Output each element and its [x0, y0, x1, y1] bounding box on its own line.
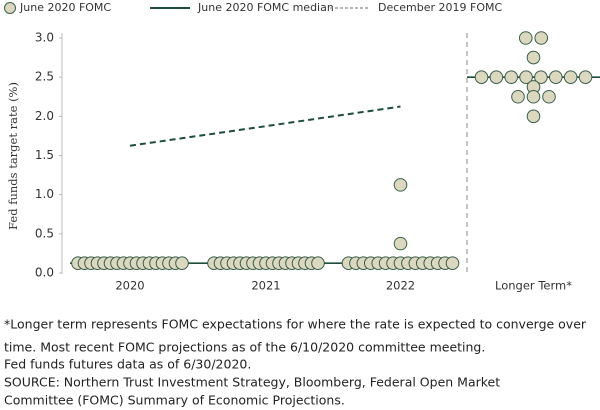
dot: [489, 70, 504, 84]
legend-label: December 2019 FOMC: [378, 1, 503, 14]
dot: [504, 70, 519, 84]
x-tick-label: Longer Term*: [495, 279, 572, 293]
x-tick-label: 2020: [115, 279, 144, 293]
dot: [534, 70, 548, 84]
y-tick-label: 2.5: [35, 70, 54, 84]
dot: [393, 178, 408, 192]
dot: [393, 236, 408, 251]
legend-marker: [4, 2, 16, 14]
dot: [548, 70, 563, 84]
y-tick-label: 2.0: [35, 109, 54, 123]
footnote: Committee (FOMC) Summary of Economic Pro…: [4, 393, 345, 408]
dot: [534, 31, 549, 45]
dot: [526, 89, 541, 104]
footnote: Fed funds futures data as of 6/30/2020.: [4, 357, 251, 372]
dec-2019-line: [129, 105, 401, 147]
dot: [542, 89, 556, 104]
y-axis-label: Fed funds target rate (%): [6, 82, 20, 230]
y-tick-label: 1.5: [35, 148, 54, 162]
dot: [445, 256, 460, 271]
x-tick-label: 2022: [386, 279, 415, 293]
dot: [311, 256, 325, 271]
footnote: *Longer term represents FOMC expectation…: [4, 317, 587, 332]
y-tick-label: 0.0: [35, 266, 54, 280]
y-tick-label: 1.0: [35, 187, 54, 201]
dot: [526, 50, 541, 65]
y-tick-label: 3.0: [35, 31, 54, 45]
legend-label: June 2020 FOMC: [19, 1, 111, 14]
dot: [518, 31, 533, 45]
footnote: SOURCE: Northern Trust Investment Strate…: [4, 375, 500, 390]
dot: [175, 256, 189, 271]
dot: [526, 109, 541, 124]
dot: [578, 70, 593, 84]
legend-label: June 2020 FOMC median: [197, 1, 334, 14]
footnote: time. Most recent FOMC projections as of…: [4, 340, 485, 355]
y-tick-label: 0.5: [35, 226, 54, 240]
dot: [511, 89, 525, 104]
dot: [474, 70, 489, 84]
dot: [519, 70, 533, 84]
dot: [563, 70, 578, 84]
x-tick-label: 2021: [251, 279, 280, 293]
